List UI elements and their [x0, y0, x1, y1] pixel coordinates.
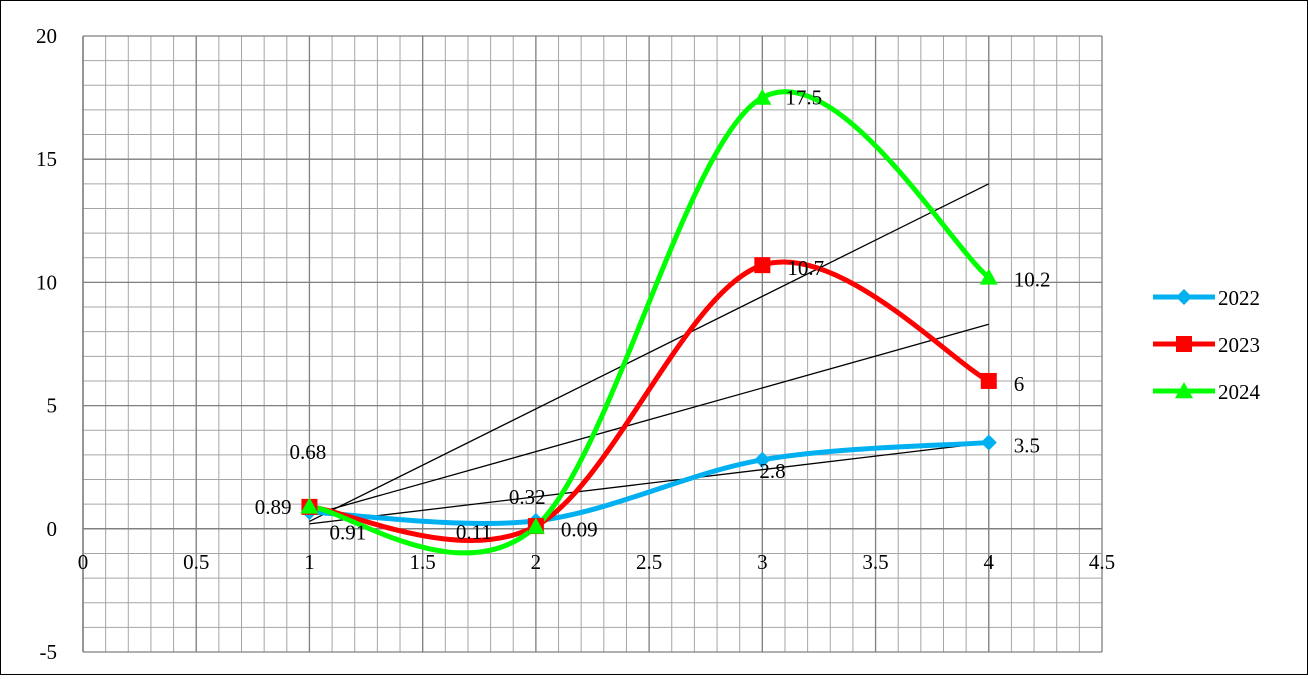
data-label-2024: 0.09 — [561, 518, 598, 542]
x-tick-label: 4 — [984, 550, 995, 574]
series-lines — [309, 89, 991, 556]
data-labels: 0.68 0.32 2.8 3.5 0.89 0.11 10.7 6 0.91 0.09 17.5 1… — [255, 86, 1051, 545]
data-label-2024: 0.91 — [329, 520, 366, 544]
x-tick-label: 4.5 — [1089, 550, 1115, 574]
series-markers — [300, 88, 998, 535]
x-tick-label: 1.5 — [410, 550, 436, 574]
y-tick-label: 0 — [47, 517, 58, 541]
data-label-2023: 10.7 — [787, 256, 824, 280]
x-tick-label: 0.5 — [183, 550, 209, 574]
marker-2022 — [754, 451, 771, 468]
data-label-2022: 2.8 — [759, 459, 785, 483]
data-label-2024: 17.5 — [785, 86, 822, 110]
x-tick-label: 2.5 — [636, 550, 662, 574]
trendline-2023 — [309, 323, 989, 516]
y-tick-label: -5 — [40, 640, 58, 664]
axes — [82, 36, 1102, 652]
data-label-2023: 6 — [1014, 372, 1025, 396]
series-line-2022 — [309, 440, 989, 526]
marker-2023 — [754, 257, 771, 274]
series-line-2024 — [309, 89, 991, 556]
legend-marker-2024 — [1175, 382, 1193, 399]
x-tick-label: 3 — [757, 550, 768, 574]
data-label-2022: 0.68 — [289, 440, 326, 464]
legend-label-2022: 2022 — [1218, 286, 1260, 310]
y-tick-label: 10 — [36, 270, 57, 294]
data-label-2023: 0.11 — [456, 520, 492, 544]
x-tick-label: 3.5 — [862, 550, 888, 574]
major-gridlines — [82, 35, 1103, 653]
series-line-2023 — [309, 259, 990, 544]
y-tick-label: 5 — [47, 394, 58, 418]
legend-label-2023: 2023 — [1218, 333, 1260, 357]
data-label-2023: 0.89 — [255, 495, 292, 519]
trendline-2024 — [309, 183, 990, 522]
minor-gridlines — [82, 35, 1103, 653]
trendlines — [309, 183, 990, 525]
legend-marker-2023 — [1176, 336, 1192, 352]
legend: 2022 2023 2024 — [1153, 286, 1261, 404]
x-tick-label: 0 — [78, 550, 89, 574]
marker-2024 — [300, 497, 319, 514]
marker-2023 — [980, 372, 997, 389]
marker-2024 — [526, 517, 545, 534]
data-label-2022: 0.32 — [509, 485, 546, 509]
y-tick-label: 15 — [36, 147, 57, 171]
data-label-2022: 3.5 — [1014, 434, 1040, 458]
tick-labels: 20 15 10 5 0 -5 0 0.5 1 1.5 2 2.5 3 3.5 4 4.5 — [36, 24, 1115, 664]
x-tick-label: 2 — [531, 550, 542, 574]
legend-label-2024: 2024 — [1218, 380, 1261, 404]
marker-2024 — [979, 268, 998, 285]
data-label-2024: 10.2 — [1014, 267, 1051, 291]
marker-2022 — [980, 434, 997, 451]
trendline-2022 — [309, 441, 989, 525]
legend-marker-2022 — [1176, 289, 1192, 305]
y-tick-label: 20 — [36, 24, 57, 48]
marker-2024 — [753, 88, 772, 105]
x-tick-label: 1 — [304, 550, 315, 574]
